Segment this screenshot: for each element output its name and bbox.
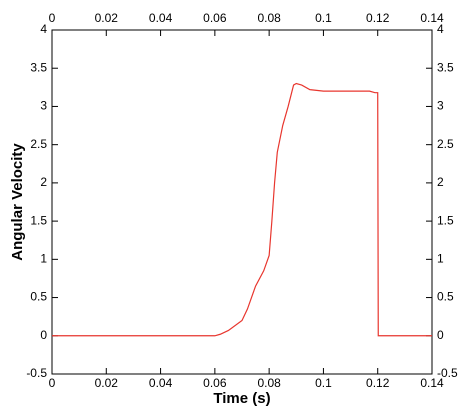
y-tick-label-right: 2 [437, 175, 444, 189]
x-tick-label-top: 0.1 [315, 11, 332, 25]
y-tick-label-right: 3.5 [437, 60, 454, 74]
y-tick-label-right: 4 [437, 22, 444, 36]
y-tick-label-right: 2.5 [437, 137, 454, 151]
y-tick-label: 2.5 [30, 137, 47, 151]
y-axis-label: Angular Velocity [9, 143, 26, 261]
y-tick-label: 2 [40, 175, 47, 189]
y-tick-label: -0.5 [26, 366, 47, 380]
y-tick-label-right: 0.5 [437, 290, 454, 304]
y-tick-label: 3.5 [30, 60, 47, 74]
x-tick-label: 0.04 [149, 376, 173, 390]
y-tick-label: 0.5 [30, 290, 47, 304]
y-tick-label: 1.5 [30, 213, 47, 227]
x-tick-label-top: 0 [49, 11, 56, 25]
x-tick-label: 0.1 [315, 376, 332, 390]
x-tick-label: 0.14 [420, 376, 444, 390]
x-tick-label-top: 0.08 [257, 11, 281, 25]
y-tick-label: 0 [40, 328, 47, 342]
plot-frame [51, 29, 433, 375]
x-tick-label-top: 0.14 [420, 11, 444, 25]
x-tick-label: 0.12 [366, 376, 390, 390]
y-tick-label: 1 [40, 252, 47, 266]
y-tick-label-right: 0 [437, 328, 444, 342]
x-tick-label-top: 0.06 [203, 11, 227, 25]
x-tick-label: 0 [49, 376, 56, 390]
x-axis-label: Time (s) [213, 390, 270, 407]
data-line [52, 82, 432, 337]
x-tick-label: 0.02 [95, 376, 119, 390]
x-tick-label: 0.08 [257, 376, 281, 390]
y-tick-label: 3 [40, 99, 47, 113]
x-tick-label: 0.06 [203, 376, 227, 390]
y-tick-label-right: 1.5 [437, 213, 454, 227]
y-tick-label: 4 [40, 22, 47, 36]
x-tick-label-top: 0.12 [366, 11, 390, 25]
y-tick-label-right: 3 [437, 99, 444, 113]
y-tick-label-right: 1 [437, 252, 444, 266]
x-tick-label-top: 0.02 [95, 11, 119, 25]
x-tick-label-top: 0.04 [149, 11, 173, 25]
y-tick-label-right: -0.5 [437, 366, 458, 380]
